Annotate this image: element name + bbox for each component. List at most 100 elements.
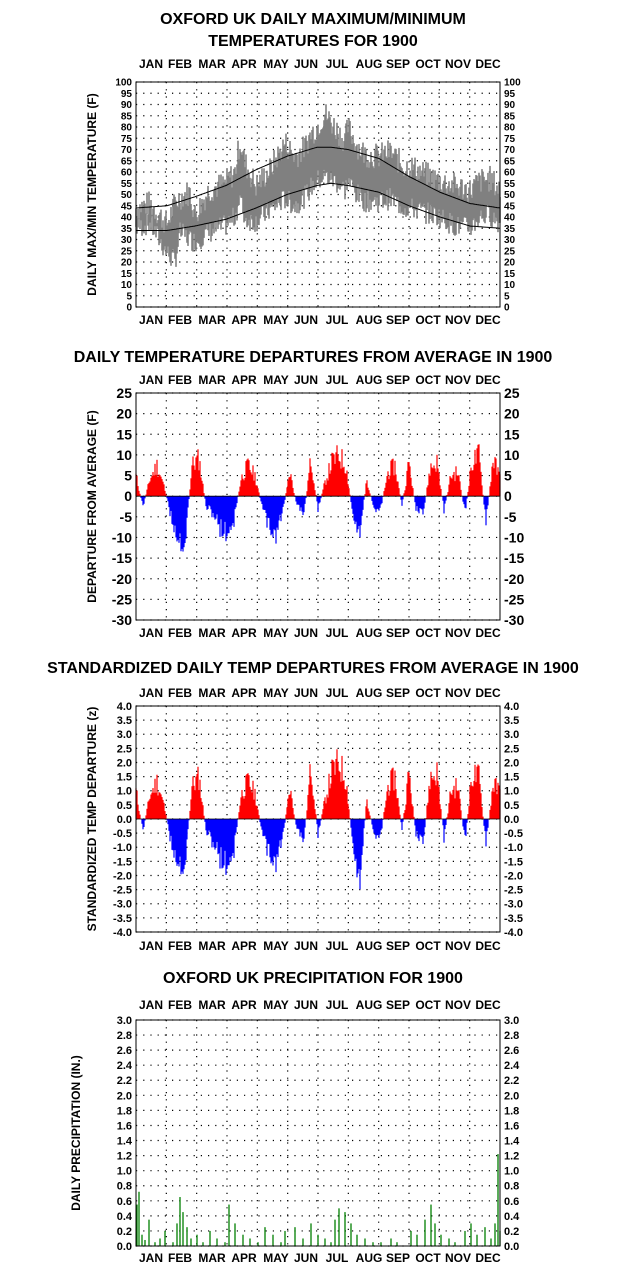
y-tick-label-left: 40 [121,213,133,224]
month-label-bottom: APR [231,626,257,640]
month-label-top: SEP [386,57,410,71]
y-tick-label-left: 2.5 [117,743,132,755]
y-tick-label-left: 65 [121,156,133,167]
month-label-bottom: NOV [445,1251,471,1265]
y-tick-label-left: 70 [121,145,133,156]
y-tick-label-right: -30 [504,612,524,628]
month-label-bottom: APR [231,1251,257,1265]
month-label-top: JAN [139,57,163,71]
y-tick-label-right: 50 [504,190,516,201]
month-label-top: MAR [198,57,226,71]
y-tick-label-right: 90 [504,100,516,111]
y-tick-label-left: 75 [121,134,133,145]
y-tick-label-left: 15 [121,269,133,280]
normal-min-line [136,182,501,231]
y-tick-label-left: 0.5 [117,800,132,812]
month-label-bottom: FEB [168,313,192,327]
y-tick-label-left: 4.0 [117,701,132,713]
y-tick-label-right: -25 [504,591,524,607]
y-tick-label-left: 2.0 [117,1090,132,1102]
month-label-bottom: APR [231,939,257,953]
grid [136,1019,500,1247]
y-tick-label-left: 80 [121,123,133,134]
y-tick-label-left: -3.5 [113,913,132,925]
month-label-top: MAY [263,57,289,71]
y-tick-label-right: 35 [504,224,516,235]
y-tick-label-left: 0 [124,488,132,504]
y-tick-label-right: 80 [504,123,516,134]
month-label-top: FEB [168,686,192,700]
chart-title: TEMPERATURES FOR 1900 [208,33,418,50]
y-tick-label-left: 0.6 [117,1196,132,1208]
y-tick-label-right: 0.0 [504,814,519,826]
month-label-bottom: SEP [386,313,410,327]
y-tick-label-right: 95 [504,89,516,100]
y-tick-label-right: 5 [504,291,510,302]
plot-frame [135,705,501,933]
month-label-bottom: OCT [415,1251,441,1265]
y-tick-label-left: 3.0 [117,729,132,741]
month-label-bottom: AUG [356,313,383,327]
month-label-top: APR [231,998,257,1012]
month-label-top: AUG [356,998,383,1012]
month-label-bottom: JAN [139,626,163,640]
y-tick-label-right: 0 [504,488,512,504]
y-tick-label-right: 0.8 [504,1181,519,1193]
month-label-bottom: JUN [294,626,318,640]
month-label-bottom: FEB [168,626,192,640]
month-label-bottom: NOV [445,313,471,327]
month-label-top: JUN [294,57,318,71]
y-tick-label-right: 1.2 [504,1151,519,1163]
y-tick-label-right: 40 [504,213,516,224]
y-tick-label-left: 45 [121,201,133,212]
month-label-top: JAN [139,686,163,700]
month-label-bottom: JUN [294,313,318,327]
month-label-top: NOV [445,998,471,1012]
month-label-top: SEP [386,373,410,387]
y-tick-label-left: 0.4 [117,1211,133,1223]
normal-max-line [135,146,501,209]
chart-title: STANDARDIZED DAILY TEMP DEPARTURES FROM … [47,660,579,677]
y-tick-label-left: 25 [121,246,133,257]
y-tick-label-left: -30 [112,612,132,628]
y-tick-label-right: -3.0 [504,899,523,911]
y-tick-label-right: 3.0 [504,729,519,741]
month-label-top: APR [231,373,257,387]
month-label-top: AUG [356,686,383,700]
y-tick-label-right: 2.4 [504,1060,520,1072]
y-tick-label-left: 0 [126,303,132,314]
month-label-top: DEC [475,686,501,700]
y-tick-label-left: 3.0 [117,1015,132,1027]
y-tick-label-right: 20 [504,258,516,269]
y-tick-label-left: 2.0 [117,757,132,769]
y-tick-label-right: 1.6 [504,1120,519,1132]
y-tick-label-right: -2.0 [504,870,523,882]
month-label-top: NOV [445,57,471,71]
month-label-bottom: JUL [326,1251,349,1265]
y-tick-label-left: 20 [121,258,133,269]
month-label-bottom: SEP [386,1251,410,1265]
month-label-bottom: MAR [198,1251,226,1265]
y-tick-label-left: 1.8 [117,1105,132,1117]
y-tick-label-left: 3.5 [117,715,132,727]
month-label-bottom: DEC [475,626,501,640]
y-tick-label-left: -5 [120,509,133,525]
y-tick-label-right: 0.0 [504,1241,519,1253]
y-axis-label: DAILY PRECIPITATION (IN.) [69,1055,83,1211]
month-label-top: DEC [475,373,501,387]
y-tick-label-left: -2.0 [113,870,132,882]
y-tick-label-right: 85 [504,111,516,122]
month-label-bottom: APR [231,313,257,327]
y-tick-label-left: 1.0 [117,786,132,798]
chart-marks [135,104,501,267]
month-label-bottom: DEC [475,939,501,953]
y-tick-label-left: -10 [112,529,132,545]
month-label-top: JUL [326,998,349,1012]
y-tick-label-left: 25 [116,385,132,401]
y-tick-label-left: 50 [121,190,133,201]
month-label-top: FEB [168,373,192,387]
y-tick-label-right: 10 [504,447,520,463]
chart-title: OXFORD UK PRECIPITATION FOR 1900 [163,970,463,987]
y-tick-label-left: 90 [121,100,133,111]
y-tick-label-right: 60 [504,168,516,179]
